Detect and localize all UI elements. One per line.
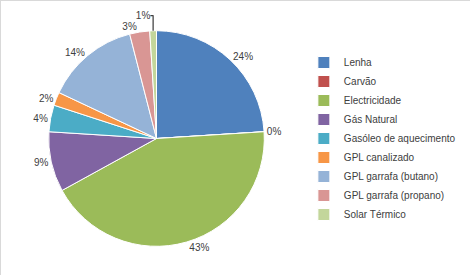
svg-text:Solar Térmico: Solar Térmico <box>344 209 406 220</box>
svg-text:GPL garrafa (butano): GPL garrafa (butano) <box>344 171 438 182</box>
svg-text:4%: 4% <box>33 113 48 124</box>
svg-text:24%: 24% <box>233 51 253 62</box>
svg-text:Electricidade: Electricidade <box>344 95 402 106</box>
svg-text:14%: 14% <box>65 47 85 58</box>
svg-text:1%: 1% <box>136 10 151 21</box>
svg-text:0%: 0% <box>267 126 282 137</box>
svg-text:Gás Natural: Gás Natural <box>344 114 397 125</box>
svg-text:3%: 3% <box>122 21 137 32</box>
svg-text:Lenha: Lenha <box>344 57 372 68</box>
svg-text:2%: 2% <box>39 93 54 104</box>
svg-text:43%: 43% <box>189 242 209 253</box>
svg-text:GPL garrafa (propano): GPL garrafa (propano) <box>344 190 444 201</box>
svg-text:Gasóleo de aquecimento: Gasóleo de aquecimento <box>344 133 456 144</box>
svg-text:Carvão: Carvão <box>344 76 377 87</box>
svg-text:9%: 9% <box>34 157 49 168</box>
svg-text:GPL canalizado: GPL canalizado <box>344 152 415 163</box>
